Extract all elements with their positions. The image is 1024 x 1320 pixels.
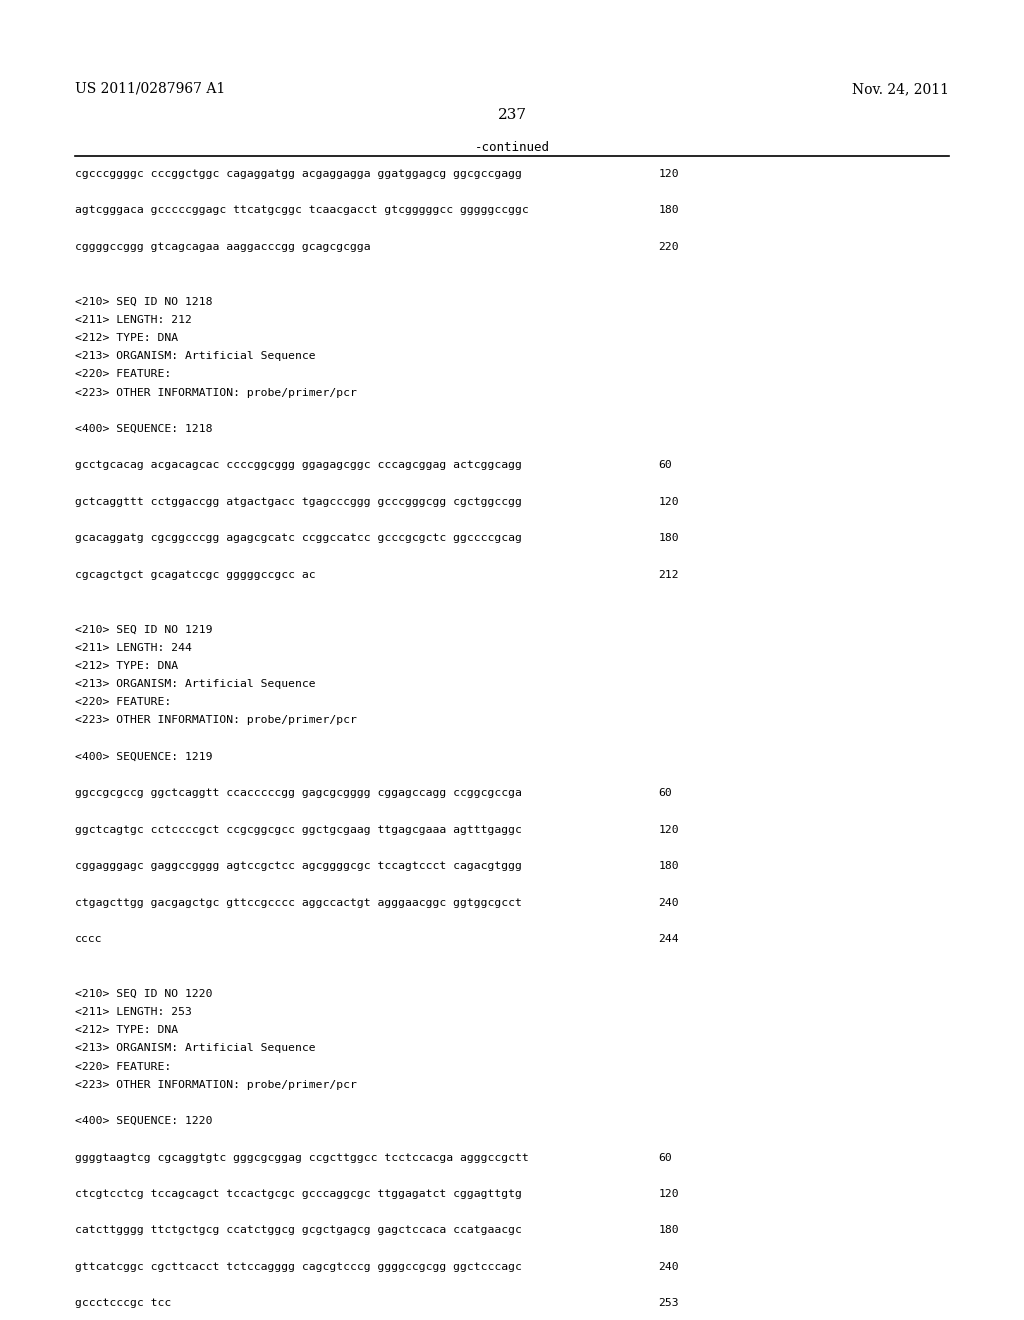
Text: catcttgggg ttctgctgcg ccatctggcg gcgctgagcg gagctccaca ccatgaacgc: catcttgggg ttctgctgcg ccatctggcg gcgctga… <box>75 1225 521 1236</box>
Text: 244: 244 <box>658 935 679 944</box>
Text: 237: 237 <box>498 108 526 123</box>
Text: 120: 120 <box>658 1189 679 1199</box>
Text: ggctcagtgc cctccccgct ccgcggcgcc ggctgcgaag ttgagcgaaa agtttgaggc: ggctcagtgc cctccccgct ccgcggcgcc ggctgcg… <box>75 825 521 834</box>
Text: <213> ORGANISM: Artificial Sequence: <213> ORGANISM: Artificial Sequence <box>75 1043 315 1053</box>
Text: <211> LENGTH: 212: <211> LENGTH: 212 <box>75 314 191 325</box>
Text: gccctcccgc tcc: gccctcccgc tcc <box>75 1299 171 1308</box>
Text: agtcgggaca gcccccggagc ttcatgcggc tcaacgacct gtcgggggcc gggggccggc: agtcgggaca gcccccggagc ttcatgcggc tcaacg… <box>75 206 528 215</box>
Text: 120: 120 <box>658 169 679 180</box>
Text: <220> FEATURE:: <220> FEATURE: <box>75 1061 171 1072</box>
Text: cggggccggg gtcagcagaa aaggacccgg gcagcgcgga: cggggccggg gtcagcagaa aaggacccgg gcagcgc… <box>75 242 371 252</box>
Text: <210> SEQ ID NO 1219: <210> SEQ ID NO 1219 <box>75 624 212 635</box>
Text: -continued: -continued <box>474 141 550 154</box>
Text: <220> FEATURE:: <220> FEATURE: <box>75 370 171 379</box>
Text: <211> LENGTH: 253: <211> LENGTH: 253 <box>75 1007 191 1016</box>
Text: gcctgcacag acgacagcac ccccggcggg ggagagcggc cccagcggag actcggcagg: gcctgcacag acgacagcac ccccggcggg ggagagc… <box>75 461 521 470</box>
Text: 120: 120 <box>658 825 679 834</box>
Text: 180: 180 <box>658 861 679 871</box>
Text: cgcccggggc cccggctggc cagaggatgg acgaggagga ggatggagcg ggcgccgagg: cgcccggggc cccggctggc cagaggatgg acgagga… <box>75 169 521 180</box>
Text: 180: 180 <box>658 206 679 215</box>
Text: ctgagcttgg gacgagctgc gttccgcccc aggccactgt agggaacggc ggtggcgcct: ctgagcttgg gacgagctgc gttccgcccc aggccac… <box>75 898 521 908</box>
Text: cggagggagc gaggccgggg agtccgctcc agcggggcgc tccagtccct cagacgtggg: cggagggagc gaggccgggg agtccgctcc agcgggg… <box>75 861 521 871</box>
Text: <210> SEQ ID NO 1220: <210> SEQ ID NO 1220 <box>75 989 212 999</box>
Text: gcacaggatg cgcggcccgg agagcgcatc ccggccatcc gcccgcgctc ggccccgcag: gcacaggatg cgcggcccgg agagcgcatc ccggcca… <box>75 533 521 544</box>
Text: <213> ORGANISM: Artificial Sequence: <213> ORGANISM: Artificial Sequence <box>75 351 315 362</box>
Text: <212> TYPE: DNA: <212> TYPE: DNA <box>75 661 178 671</box>
Text: <223> OTHER INFORMATION: probe/primer/pcr: <223> OTHER INFORMATION: probe/primer/pc… <box>75 1080 356 1090</box>
Text: <220> FEATURE:: <220> FEATURE: <box>75 697 171 708</box>
Text: <400> SEQUENCE: 1220: <400> SEQUENCE: 1220 <box>75 1117 212 1126</box>
Text: 120: 120 <box>658 496 679 507</box>
Text: gttcatcggc cgcttcacct tctccagggg cagcgtcccg ggggccgcgg ggctcccagc: gttcatcggc cgcttcacct tctccagggg cagcgtc… <box>75 1262 521 1272</box>
Text: US 2011/0287967 A1: US 2011/0287967 A1 <box>75 82 225 96</box>
Text: <212> TYPE: DNA: <212> TYPE: DNA <box>75 333 178 343</box>
Text: Nov. 24, 2011: Nov. 24, 2011 <box>852 82 949 96</box>
Text: 180: 180 <box>658 1225 679 1236</box>
Text: 180: 180 <box>658 533 679 544</box>
Text: cgcagctgct gcagatccgc gggggccgcc ac: cgcagctgct gcagatccgc gggggccgcc ac <box>75 570 315 579</box>
Text: ctcgtcctcg tccagcagct tccactgcgc gcccaggcgc ttggagatct cggagttgtg: ctcgtcctcg tccagcagct tccactgcgc gcccagg… <box>75 1189 521 1199</box>
Text: ggggtaagtcg cgcaggtgtc gggcgcggag ccgcttggcc tcctccacga agggccgctt: ggggtaagtcg cgcaggtgtc gggcgcggag ccgctt… <box>75 1152 528 1163</box>
Text: gctcaggttt cctggaccgg atgactgacc tgagcccggg gcccgggcgg cgctggccgg: gctcaggttt cctggaccgg atgactgacc tgagccc… <box>75 496 521 507</box>
Text: <400> SEQUENCE: 1219: <400> SEQUENCE: 1219 <box>75 752 212 762</box>
Text: <400> SEQUENCE: 1218: <400> SEQUENCE: 1218 <box>75 424 212 434</box>
Text: <210> SEQ ID NO 1218: <210> SEQ ID NO 1218 <box>75 297 212 306</box>
Text: <223> OTHER INFORMATION: probe/primer/pcr: <223> OTHER INFORMATION: probe/primer/pc… <box>75 388 356 397</box>
Text: cccc: cccc <box>75 935 102 944</box>
Text: 60: 60 <box>658 1152 672 1163</box>
Text: 240: 240 <box>658 1262 679 1272</box>
Text: 212: 212 <box>658 570 679 579</box>
Text: ggccgcgccg ggctcaggtt ccacccccgg gagcgcgggg cggagccagg ccggcgccga: ggccgcgccg ggctcaggtt ccacccccgg gagcgcg… <box>75 788 521 799</box>
Text: 240: 240 <box>658 898 679 908</box>
Text: 253: 253 <box>658 1299 679 1308</box>
Text: 220: 220 <box>658 242 679 252</box>
Text: <213> ORGANISM: Artificial Sequence: <213> ORGANISM: Artificial Sequence <box>75 678 315 689</box>
Text: <223> OTHER INFORMATION: probe/primer/pcr: <223> OTHER INFORMATION: probe/primer/pc… <box>75 715 356 726</box>
Text: 60: 60 <box>658 788 672 799</box>
Text: <211> LENGTH: 244: <211> LENGTH: 244 <box>75 643 191 652</box>
Text: 60: 60 <box>658 461 672 470</box>
Text: <212> TYPE: DNA: <212> TYPE: DNA <box>75 1026 178 1035</box>
